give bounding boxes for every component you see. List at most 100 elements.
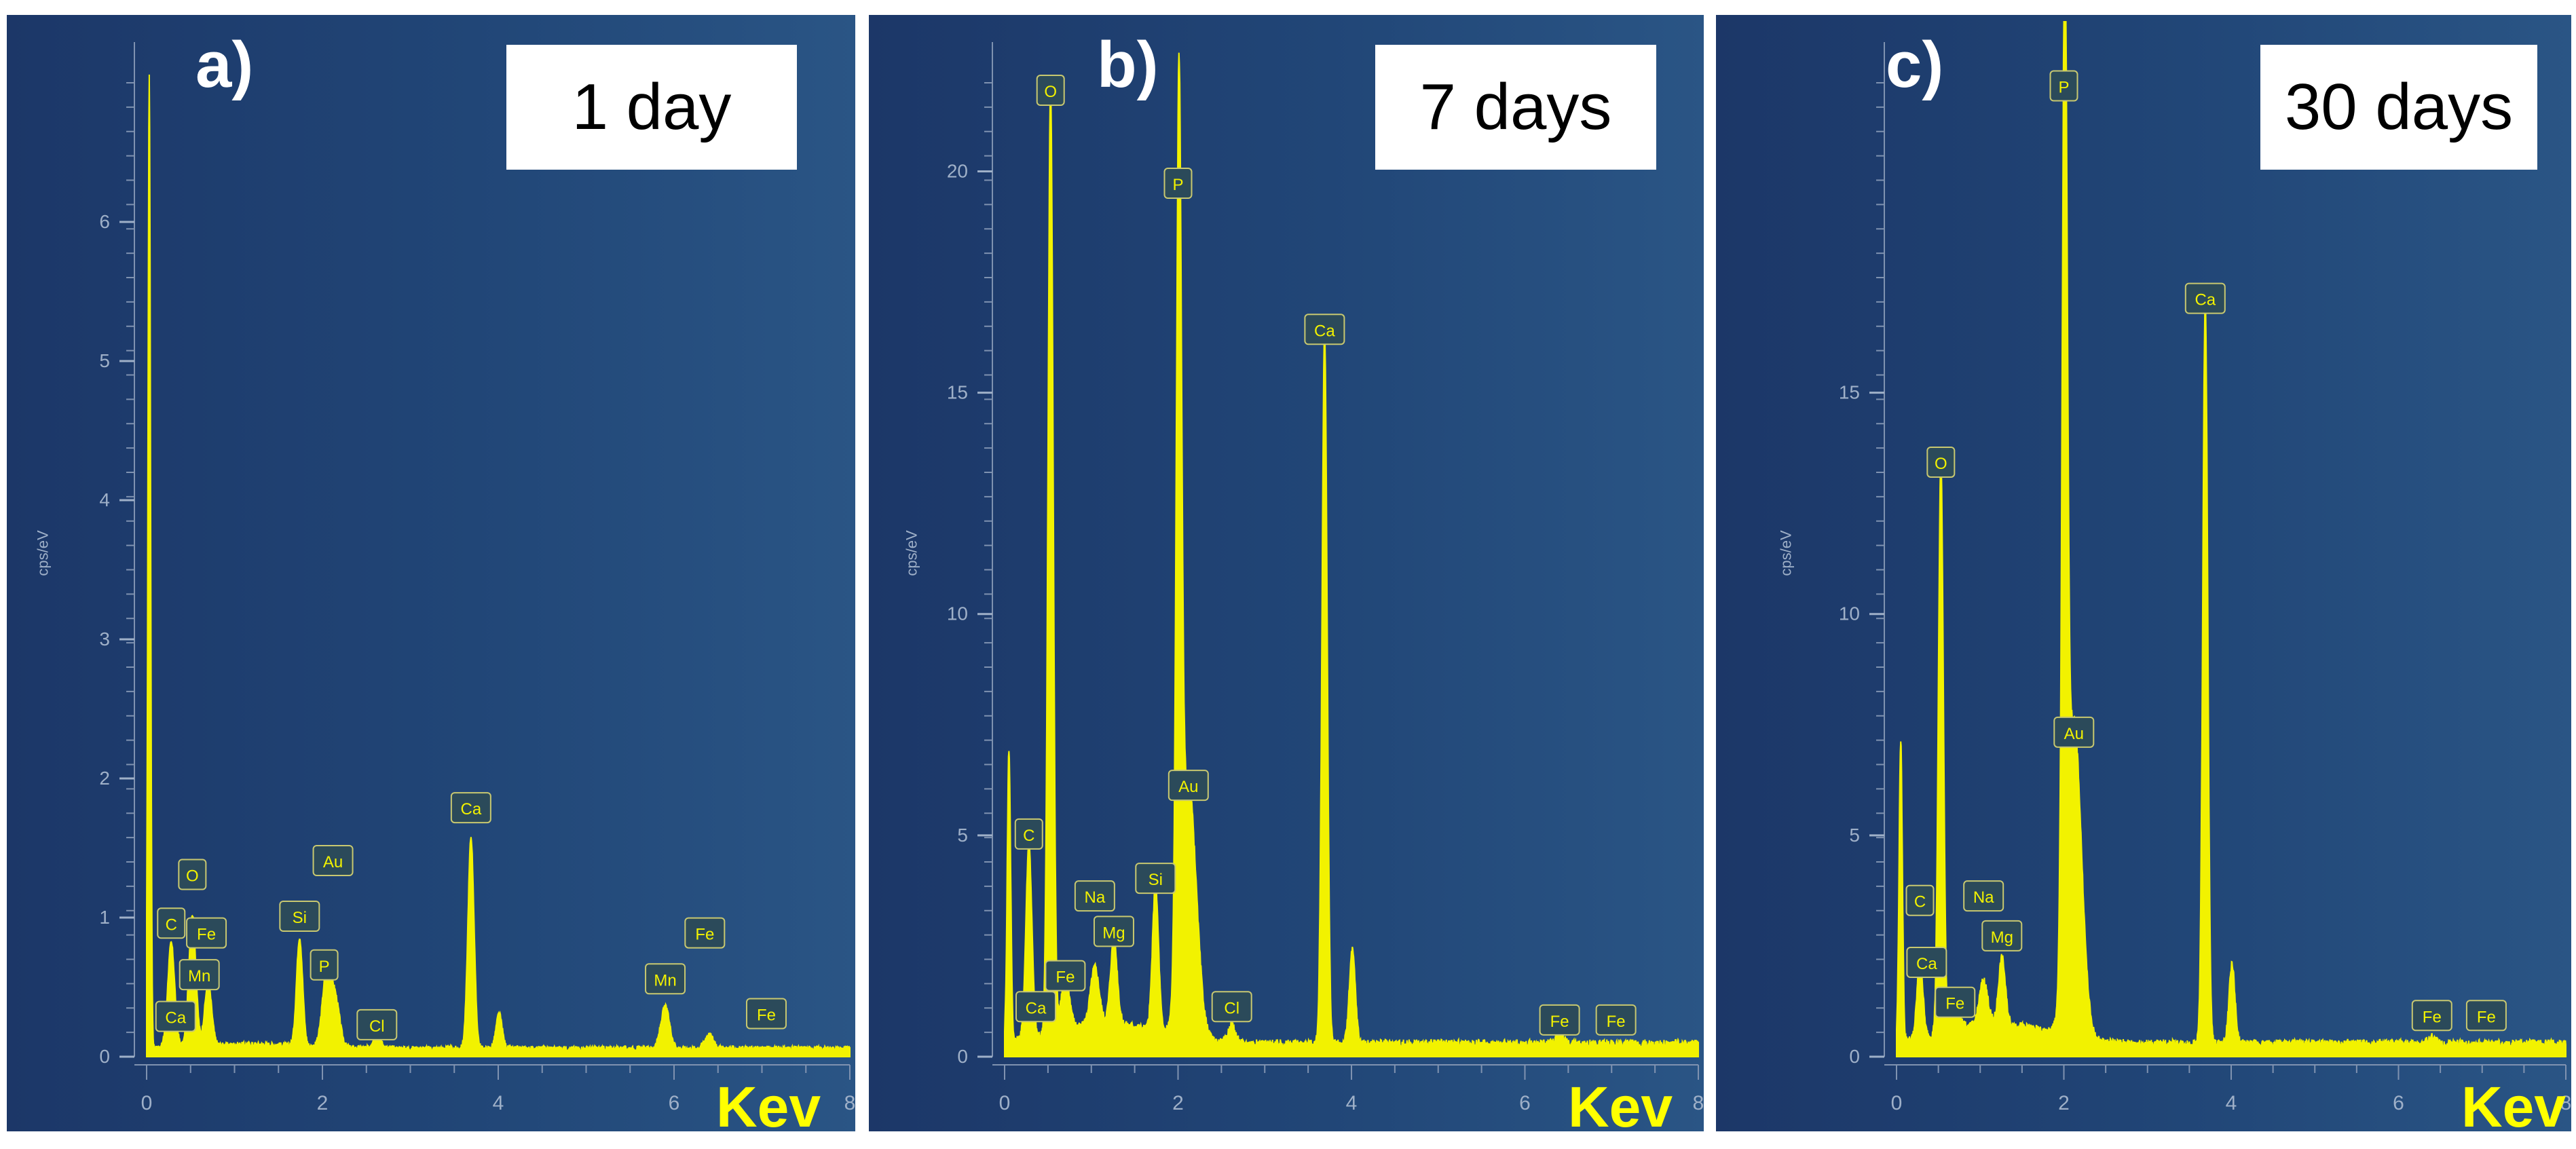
peak-label-text: Si [293,909,307,927]
x-tick-label: 2 [317,1092,329,1114]
peak-label-box [1981,920,2023,952]
panel-label: a) [195,29,254,101]
peak-label-text: P [319,958,330,976]
panel-label: c) [1886,29,1944,101]
peak-label-box [1935,986,1976,1018]
y-tick-label: 2 [99,768,110,789]
y-axis-label: cps/eV [34,530,52,576]
x-tick-label: 0 [1891,1092,1903,1114]
peak-label-box [1135,863,1176,894]
x-tick-label: 8 [2560,1092,2571,1114]
peak-label: Cl [356,1009,398,1040]
peak-label: Ca [2184,282,2226,314]
peak-label-text: C [166,916,177,934]
peak-label-box [310,949,339,981]
peak-label: Mn [179,959,220,991]
peak-label-text: P [2058,79,2069,97]
peak-label: Fe [684,917,726,949]
y-tick-label: 4 [99,489,110,510]
x-tick-label: 2 [1172,1092,1184,1114]
peak-label-box [1304,314,1345,345]
peak-label: Fe [2411,1000,2452,1032]
peak-label-text: Fe [757,1006,776,1025]
peak-label-text: O [1935,455,1947,473]
peak-label-box [1014,818,1043,850]
x-tick-label: 8 [1693,1092,1704,1114]
peak-label-box [178,859,207,890]
peak-label-text: Fe [2423,1008,2442,1026]
spectrum-area [146,74,851,1057]
peak-label-box [1093,916,1134,947]
y-tick-label: 10 [947,603,968,624]
peak-label: O [1036,75,1065,107]
peak-label-text: Au [1178,778,1198,796]
peak-label-box [279,901,320,932]
peak-label-box [745,998,787,1030]
peak-label-box [1036,75,1065,107]
peak-label-box [1163,168,1193,200]
peak-label-text: Au [2064,725,2084,743]
day-label: 1 day [506,45,797,170]
x-axis-label: Kev [2461,1075,2566,1131]
peak-label-box [1926,446,1956,478]
spectrum-panel-c: 0 5 10 15 0 2 4 6 8 P Ca O Au C Na Mg Ca Fe Fe Fe c) 30 day… [1716,15,2571,1131]
spectrum-plot-c: 0 5 10 15 0 2 4 6 8 P Ca O Au C Na Mg Ca Fe Fe Fe [1839,21,2571,1114]
peak-label-text: Ca [2195,291,2216,309]
peak-label-text: Mg [1991,928,2013,947]
y-tick-label: 6 [99,211,110,232]
y-tick-label: 20 [947,160,968,181]
peak-label-box [1539,1004,1580,1036]
peak-label-box [2411,1000,2452,1032]
x-tick-label: 0 [141,1092,153,1114]
peak-label-box [312,845,354,876]
x-tick-label: 8 [844,1092,855,1114]
peak-label-box [155,1000,196,1032]
peak-label: Ca [155,1000,196,1032]
y-axis-label: cps/eV [1777,530,1795,576]
peak-label-text: Ca [1026,999,1047,1017]
peak-label: O [1926,446,1956,478]
peak-label: Ca [450,792,491,824]
peak-label-text: Na [1085,888,1106,907]
peak-label: C [157,907,186,939]
peak-label-box [1015,991,1056,1023]
peak-label-text: Au [323,853,343,871]
x-tick-label: 4 [2226,1092,2237,1114]
peak-label-box [179,959,220,991]
peak-label: Ca [1304,314,1345,345]
peak-label-text: Ca [165,1009,186,1028]
y-tick-label: 10 [1839,603,1860,624]
y-tick-label: 15 [1839,382,1860,403]
spectrum-area [1896,21,2566,1057]
spectrum-panel-a: 0 1 2 3 4 5 6 0 2 4 6 8 C O Fe Mn Ca Si Au P Cl Ca Mn Fe Fe a) 1… [7,15,855,1131]
peak-label-text: C [1023,827,1034,845]
peak-label-box [2465,1000,2507,1032]
x-tick-label: 6 [2393,1092,2404,1114]
peak-label-box [186,917,227,949]
peak-label: Fe [1045,960,1086,992]
peak-label-box [2053,716,2095,748]
peak-label-text: Ca [1916,955,1937,973]
peak-label: C [1014,818,1043,850]
peak-label: Fe [186,917,227,949]
y-tick-label: 1 [99,907,110,928]
peak-label: Fe [2465,1000,2507,1032]
day-label: 7 days [1375,45,1656,170]
peak-label-text: O [1044,83,1057,101]
peak-label-text: Fe [1607,1013,1626,1031]
peak-label: Si [1135,863,1176,894]
x-tick-label: 6 [1519,1092,1531,1114]
x-axis-label: Kev [716,1075,821,1131]
peak-label-text: Fe [197,926,216,944]
peak-label-box [356,1009,398,1040]
peak-label: P [2049,70,2078,102]
peak-label-box [1074,880,1115,912]
peak-label-box [2184,282,2226,314]
peak-label-box [1595,1004,1637,1036]
peak-label-text: O [186,867,199,886]
peak-label-text: Fe [1056,968,1075,987]
spectrum-area [1004,52,1699,1057]
peak-label-text: Fe [1945,995,1964,1013]
peak-label: Mg [1093,916,1134,947]
peak-label-box [1905,884,1935,916]
